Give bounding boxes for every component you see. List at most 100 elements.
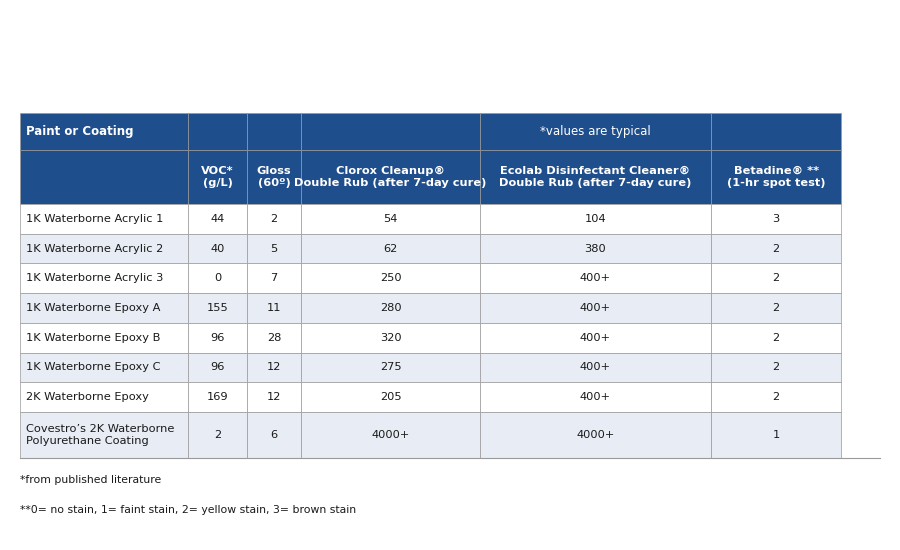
Bar — [188, 353, 247, 382]
Text: 169: 169 — [207, 392, 229, 402]
Bar — [480, 353, 711, 382]
Bar — [188, 234, 247, 263]
Bar — [480, 234, 711, 263]
Bar — [480, 412, 711, 458]
Bar — [302, 382, 480, 412]
Text: Betadine® **
(1-hr spot test): Betadine® ** (1-hr spot test) — [727, 166, 825, 188]
Text: 320: 320 — [380, 333, 401, 343]
Text: 4000+: 4000+ — [372, 430, 410, 440]
Text: 275: 275 — [380, 362, 401, 372]
Bar — [302, 293, 480, 323]
Text: 7: 7 — [270, 273, 278, 283]
Bar — [247, 353, 302, 382]
Text: 205: 205 — [380, 392, 401, 402]
Bar — [480, 113, 711, 150]
Bar — [20, 323, 188, 353]
Text: 400+: 400+ — [580, 333, 611, 343]
Bar — [188, 263, 247, 293]
Bar — [188, 113, 247, 150]
Text: 1K Waterborne Acrylic 3: 1K Waterborne Acrylic 3 — [26, 273, 164, 283]
Bar — [480, 382, 711, 412]
Text: 6: 6 — [271, 430, 277, 440]
Bar — [20, 113, 188, 150]
Text: **0= no stain, 1= faint stain, 2= yellow stain, 3= brown stain: **0= no stain, 1= faint stain, 2= yellow… — [20, 505, 356, 515]
Text: 104: 104 — [585, 214, 607, 224]
Bar — [302, 323, 480, 353]
Text: Paint or Coating: Paint or Coating — [26, 125, 133, 138]
Text: 1K Waterborne Epoxy A: 1K Waterborne Epoxy A — [26, 303, 160, 313]
Text: 62: 62 — [383, 244, 398, 254]
Bar — [247, 293, 302, 323]
Text: 1K Waterborne Epoxy B: 1K Waterborne Epoxy B — [26, 333, 160, 343]
Bar — [188, 293, 247, 323]
Bar — [302, 412, 480, 458]
Bar — [20, 412, 188, 458]
Text: *values are typical: *values are typical — [540, 125, 651, 138]
Text: 280: 280 — [380, 303, 401, 313]
Bar — [20, 293, 188, 323]
Bar — [20, 204, 188, 234]
Text: 3: 3 — [772, 214, 779, 224]
Bar — [711, 150, 842, 204]
Bar — [302, 113, 480, 150]
Text: Gloss
(60º): Gloss (60º) — [256, 166, 292, 188]
Text: 44: 44 — [211, 214, 225, 224]
Text: 11: 11 — [266, 303, 282, 313]
Text: Ecolab Disinfectant Cleaner®
Double Rub (after 7-day cure): Ecolab Disinfectant Cleaner® Double Rub … — [500, 166, 691, 188]
Text: 155: 155 — [207, 303, 229, 313]
Text: 2: 2 — [772, 303, 779, 313]
Bar — [20, 150, 188, 204]
Bar — [480, 323, 711, 353]
Bar — [247, 412, 302, 458]
Text: 96: 96 — [211, 333, 225, 343]
Bar — [711, 234, 842, 263]
Text: 12: 12 — [267, 362, 281, 372]
Bar — [711, 353, 842, 382]
Bar — [302, 234, 480, 263]
Text: 4000+: 4000+ — [576, 430, 615, 440]
Bar — [480, 150, 711, 204]
Bar — [20, 382, 188, 412]
Text: 380: 380 — [584, 244, 607, 254]
Bar — [711, 113, 842, 150]
Bar — [711, 382, 842, 412]
Bar — [20, 263, 188, 293]
Bar — [188, 382, 247, 412]
Text: 400+: 400+ — [580, 392, 611, 402]
Text: 2: 2 — [772, 362, 779, 372]
Text: Clorox Cleanup®
Double Rub (after 7-day cure): Clorox Cleanup® Double Rub (after 7-day … — [294, 166, 487, 188]
Text: Covestro’s 2K Waterborne
Polyurethane Coating: Covestro’s 2K Waterborne Polyurethane Co… — [26, 424, 175, 446]
Text: 54: 54 — [383, 214, 398, 224]
Bar — [188, 204, 247, 234]
Bar — [480, 263, 711, 293]
Text: 40: 40 — [211, 244, 225, 254]
Bar — [711, 204, 842, 234]
Text: 2: 2 — [772, 392, 779, 402]
Bar — [188, 412, 247, 458]
Bar — [247, 204, 302, 234]
Bar — [20, 353, 188, 382]
Text: *from published literature: *from published literature — [20, 475, 161, 485]
Bar — [247, 234, 302, 263]
Text: 2: 2 — [271, 214, 277, 224]
Text: 12: 12 — [267, 392, 281, 402]
Bar — [480, 204, 711, 234]
Bar — [247, 263, 302, 293]
Bar — [711, 412, 842, 458]
Text: 1K Waterborne Acrylic 1: 1K Waterborne Acrylic 1 — [26, 214, 164, 224]
Text: 0: 0 — [214, 273, 221, 283]
Bar — [711, 263, 842, 293]
Bar — [302, 353, 480, 382]
Bar — [247, 150, 302, 204]
Text: 2K Waterborne Epoxy: 2K Waterborne Epoxy — [26, 392, 149, 402]
Text: 2: 2 — [772, 244, 779, 254]
Bar — [302, 150, 480, 204]
Bar — [20, 234, 188, 263]
Text: 250: 250 — [380, 273, 401, 283]
Text: 400+: 400+ — [580, 273, 611, 283]
Bar — [188, 323, 247, 353]
Bar — [302, 263, 480, 293]
Text: 400+: 400+ — [580, 303, 611, 313]
Text: 2: 2 — [214, 430, 221, 440]
Bar — [302, 204, 480, 234]
